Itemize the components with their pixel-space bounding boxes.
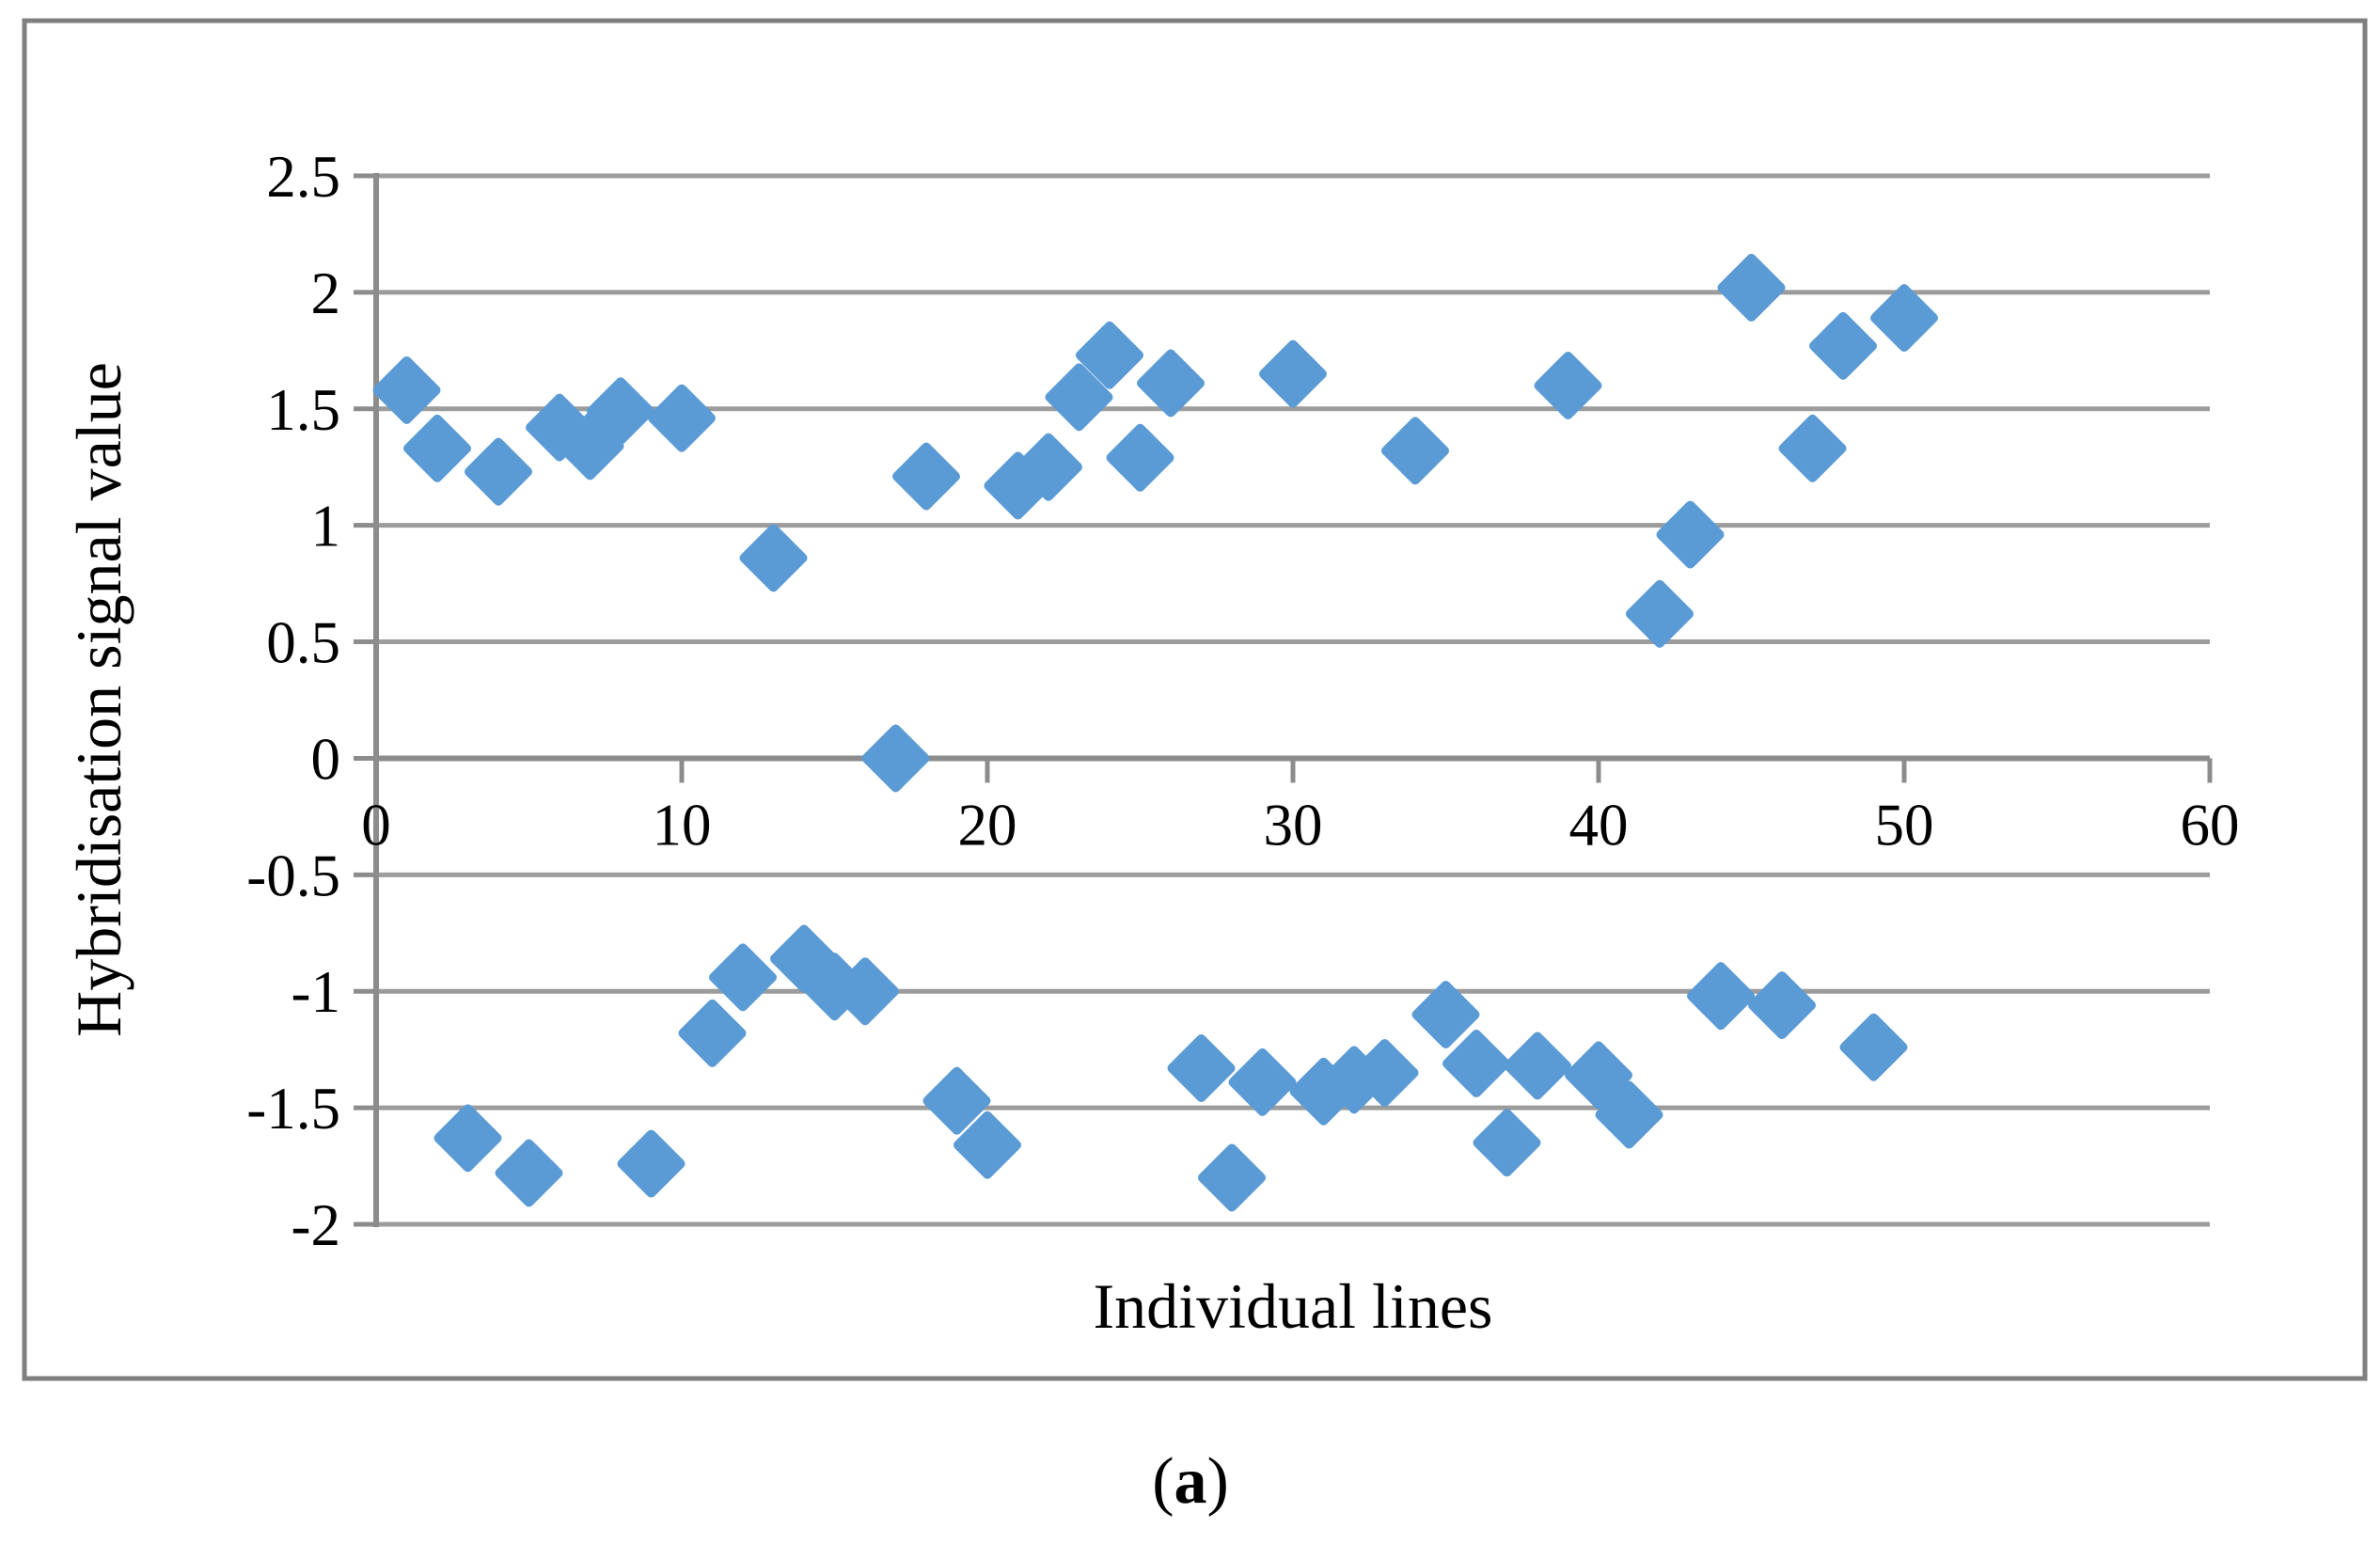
data-point-diamond <box>739 524 808 592</box>
data-point-diamond <box>1411 981 1480 1048</box>
caption-letter: a <box>1174 1445 1207 1518</box>
data-point-diamond <box>861 724 930 793</box>
y-tick-label: 2 <box>311 260 341 326</box>
data-point-diamond <box>648 384 716 452</box>
caption-close-paren: ) <box>1207 1445 1229 1518</box>
data-point-diamond <box>1809 311 1877 380</box>
x-tick-label: 60 <box>2181 792 2240 858</box>
data-point-diamond <box>1870 284 1938 353</box>
figure-caption: (a) <box>1152 1445 1229 1518</box>
x-tick-label: 10 <box>653 792 712 858</box>
y-tick-label: 2.5 <box>266 144 340 210</box>
data-point-diamond <box>1687 962 1755 1031</box>
data-point-diamond <box>1381 417 1449 485</box>
x-axis-title: Individual lines <box>1094 1270 1493 1342</box>
y-tick-label: 1 <box>311 494 341 559</box>
data-point-diamond <box>1534 352 1602 419</box>
data-point-diamond <box>1656 500 1725 569</box>
axes <box>373 173 2210 1227</box>
data-points <box>372 253 1938 1212</box>
data-point-diamond <box>1015 433 1082 501</box>
figure-border <box>22 18 2368 1381</box>
y-tick-label: 0 <box>311 726 341 792</box>
data-point-diamond <box>1717 253 1786 322</box>
data-point-diamond <box>403 414 471 482</box>
y-tick-label: -2 <box>292 1192 340 1258</box>
x-tick-label: 50 <box>1875 792 1934 858</box>
data-point-diamond <box>1076 321 1143 389</box>
y-tick-label: -0.5 <box>246 843 340 908</box>
data-point-diamond <box>1228 1048 1297 1116</box>
y-tick-label: -1.5 <box>246 1076 340 1142</box>
x-tick-label: 30 <box>1264 792 1323 858</box>
data-point-diamond <box>372 355 441 424</box>
data-point-diamond <box>433 1104 502 1173</box>
data-point-diamond <box>1137 349 1205 418</box>
data-point-diamond <box>1504 1032 1571 1100</box>
caption-open-paren: ( <box>1152 1445 1174 1518</box>
data-point-diamond <box>954 1111 1021 1179</box>
tick-labels: 2.5 2 1.5 1 0.5 0 -0.5 -1 -1.5 -2 0 10 20 30 40 50 60 <box>246 144 2239 1258</box>
data-point-diamond <box>495 1139 563 1207</box>
data-point-diamond <box>1259 339 1327 408</box>
data-point-diamond <box>465 437 532 506</box>
tick-marks <box>354 173 2213 1227</box>
data-point-diamond <box>1595 1080 1663 1149</box>
data-point-diamond <box>1106 423 1174 492</box>
y-tick-label: 0.5 <box>266 610 340 676</box>
data-point-diamond <box>892 442 960 511</box>
data-point-diamond <box>1839 1013 1908 1081</box>
data-point-diamond <box>1350 1038 1419 1107</box>
x-tick-label: 0 <box>361 792 391 858</box>
data-point-diamond <box>1442 1030 1510 1098</box>
data-point-diamond <box>587 377 654 446</box>
y-axis-title: Hybridisation signal value <box>63 362 134 1037</box>
x-tick-label: 40 <box>1569 792 1629 858</box>
data-point-diamond <box>1626 579 1694 648</box>
data-point-diamond <box>709 943 777 1012</box>
data-point-diamond <box>1565 1041 1632 1110</box>
data-point-diamond <box>617 1129 686 1198</box>
data-point-diamond <box>1198 1143 1266 1212</box>
gridlines <box>376 173 2210 1227</box>
data-point-diamond <box>1473 1109 1541 1177</box>
y-tick-label: -1 <box>292 959 340 1025</box>
data-point-diamond <box>1045 363 1113 432</box>
y-tick-label: 1.5 <box>266 377 340 443</box>
data-point-diamond <box>678 999 747 1067</box>
data-point-diamond <box>1778 414 1847 482</box>
data-point-diamond <box>1167 1033 1236 1102</box>
data-point-diamond <box>831 957 899 1026</box>
data-point-diamond <box>1748 971 1816 1040</box>
x-tick-label: 20 <box>958 792 1017 858</box>
data-point-diamond <box>922 1066 991 1135</box>
data-point-diamond <box>556 412 624 481</box>
